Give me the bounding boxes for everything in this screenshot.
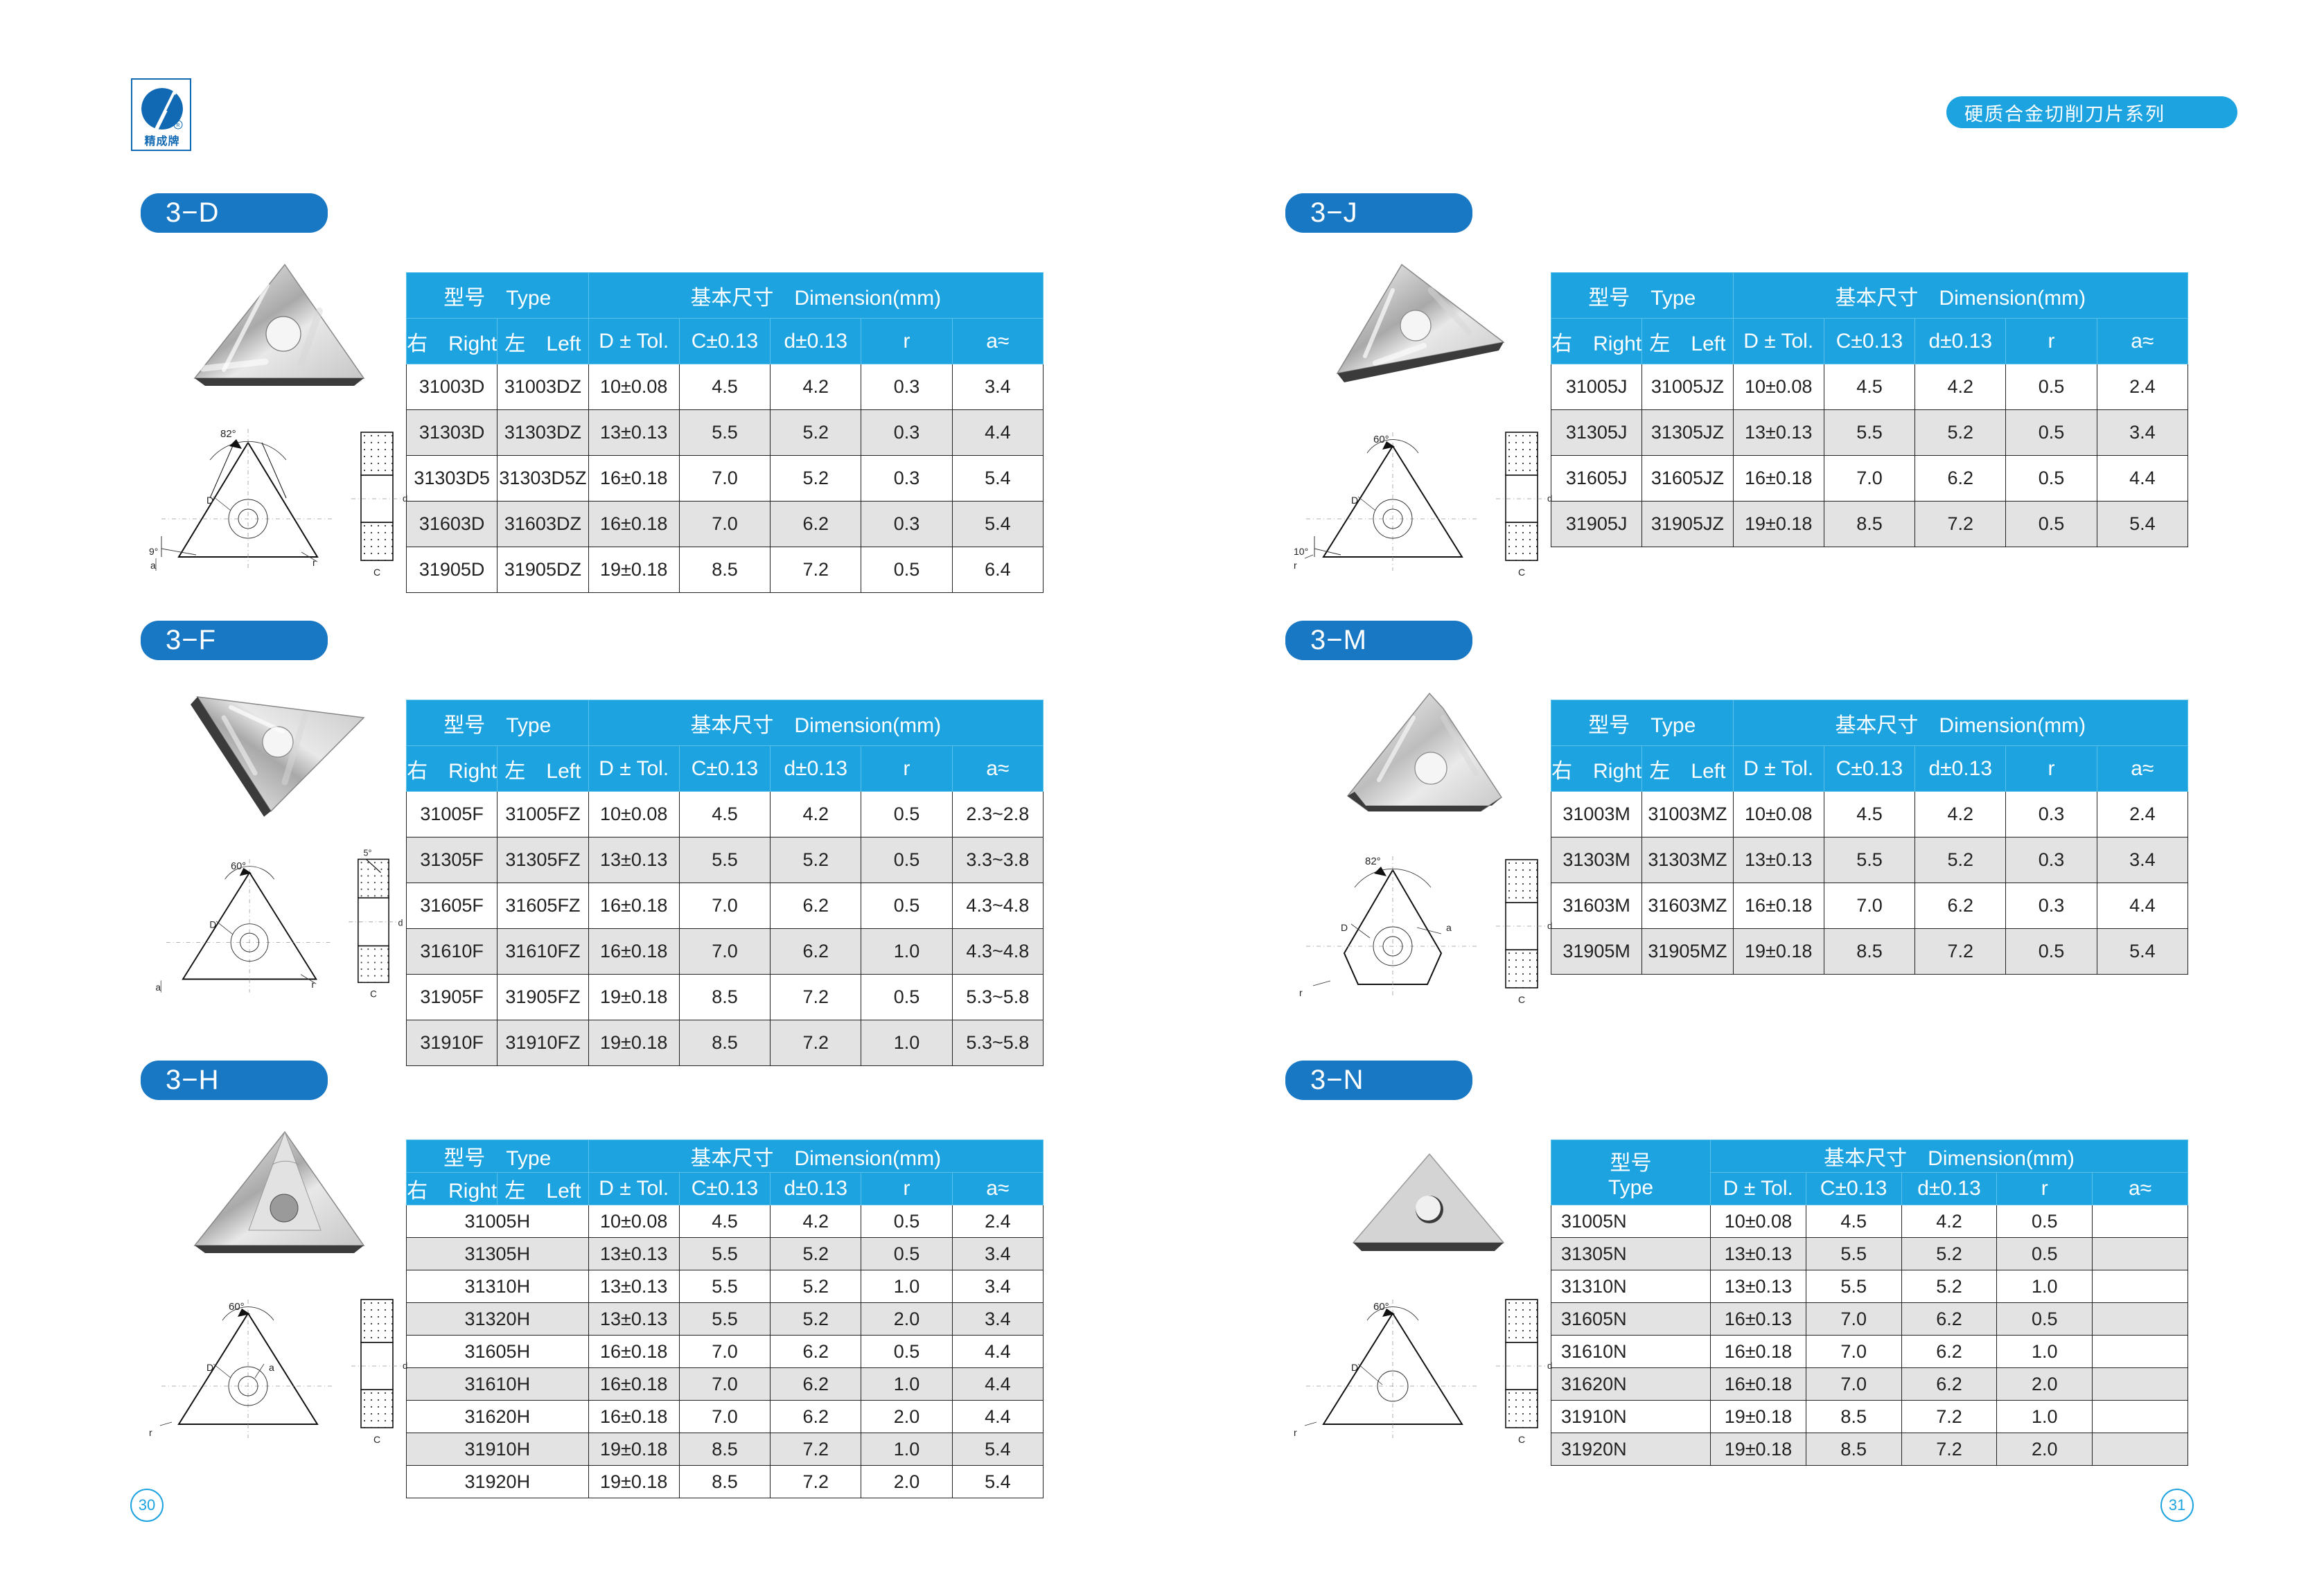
svg-text:d: d [403,1360,407,1371]
svg-text:d: d [403,493,407,504]
svg-text:D: D [206,1362,213,1373]
svg-text:精成牌: 精成牌 [144,134,179,148]
svg-text:C: C [1518,567,1525,578]
svg-text:d: d [1547,1360,1552,1371]
svg-text:r: r [149,1427,152,1438]
svg-text:D: D [1341,922,1348,933]
svg-text:D: D [1351,1362,1358,1373]
svg-text:C: C [1518,1434,1525,1445]
svg-text:82°: 82° [220,428,236,440]
svg-text:C: C [1518,994,1525,1005]
svg-text:a: a [150,560,156,571]
svg-text:a: a [156,982,161,993]
svg-text:d: d [398,919,403,928]
svg-text:d: d [1547,921,1552,931]
svg-text:D: D [209,919,216,930]
svg-text:R: R [176,123,179,128]
svg-text:5°: 5° [364,849,372,858]
svg-text:C: C [373,567,380,578]
svg-text:82°: 82° [1365,855,1381,867]
svg-text:C: C [373,1434,380,1445]
svg-text:C: C [370,988,377,999]
svg-text:r: r [1294,1427,1297,1438]
svg-text:a: a [1446,922,1452,933]
svg-text:9°: 9° [149,546,158,557]
svg-text:r: r [312,557,316,568]
svg-text:d: d [1547,493,1552,504]
svg-text:D: D [206,495,213,506]
svg-text:r: r [1299,987,1303,998]
svg-text:D: D [1351,495,1358,506]
svg-text:r: r [1294,560,1297,571]
svg-text:10°: 10° [1294,546,1308,557]
svg-text:a: a [269,1362,274,1373]
